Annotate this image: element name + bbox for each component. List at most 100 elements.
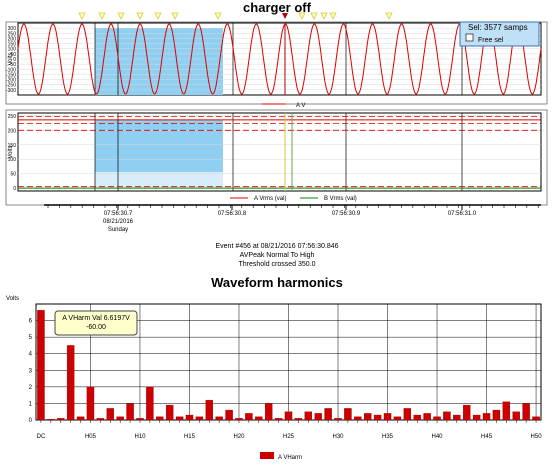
harmonic-bar <box>274 418 283 421</box>
y-tick-label: 50 <box>10 172 16 178</box>
y-tick-label: 300 <box>8 26 17 32</box>
harmonic-bar <box>453 414 461 421</box>
harmonic-bar <box>57 418 65 421</box>
harmonic-bar <box>146 386 154 421</box>
y-tick-label: 0 <box>29 418 33 424</box>
selection-region <box>95 28 223 95</box>
harmonic-bar <box>512 411 520 421</box>
free-sel-checkbox[interactable] <box>465 33 474 42</box>
harmonic-bar <box>364 413 372 421</box>
event-marker-triangle <box>154 12 162 20</box>
rms-series-lines <box>18 116 541 189</box>
time-axis: 07:56:30.7 08/21/2016 Sunday 07:56:30.8 … <box>44 204 541 233</box>
harmonic-bar <box>324 408 332 421</box>
harmonic-bar <box>532 416 540 421</box>
harmonic-bar <box>403 408 412 421</box>
harmonic-bar <box>185 414 194 421</box>
harmonic-bar <box>76 416 85 421</box>
waveform-y-axis-label: Volts <box>8 52 14 65</box>
harmonic-bar <box>235 418 243 421</box>
event-marker-triangle <box>310 12 318 20</box>
tooltip-line1: A VHarm Val 6.6197V <box>62 315 130 322</box>
harmonic-bar <box>472 414 481 421</box>
legend-a-vharm-label: A VHarm <box>278 455 302 461</box>
harmonic-bar <box>314 413 322 421</box>
waveform-panel: 300250200150100500-50-100-150-200-250-30… <box>5 12 548 109</box>
y-tick-label: -250 <box>6 83 16 89</box>
harmonic-bar <box>443 411 451 421</box>
y-tick-label: 0 <box>13 186 16 192</box>
x-tick-label: H20 <box>233 434 245 440</box>
rms-selection-lower <box>95 172 223 188</box>
y-tick-label: 200 <box>8 128 17 134</box>
y-tick-label: -50 <box>9 62 16 68</box>
y-tick-label: 2 <box>29 385 33 391</box>
x-tick-label: DC <box>37 434 46 440</box>
legend-a-vharm-swatch <box>260 452 274 459</box>
harmonic-bar <box>205 399 213 421</box>
y-tick-label: -100 <box>6 67 16 73</box>
y-tick-label: 250 <box>8 31 17 37</box>
event-marker-triangle <box>117 12 125 20</box>
x-tick-label: H40 <box>432 434 444 440</box>
event-marker-triangle <box>329 12 337 20</box>
harmonic-bar <box>156 416 164 421</box>
y-tick-label: 5 <box>29 335 33 341</box>
event-info-line1: Event #456 at 08/21/2016 07:56:30.846 <box>216 243 339 250</box>
harmonic-bar <box>96 418 105 421</box>
top-chart-title: charger off <box>243 0 312 15</box>
harmonic-bar <box>116 416 124 421</box>
event-marker-triangle <box>385 12 393 20</box>
harmonic-bar <box>482 413 491 421</box>
event-marker-triangle <box>78 12 86 20</box>
y-tick-label: 3 <box>29 368 33 374</box>
y-tick-label: -150 <box>6 72 16 78</box>
selection-samples-text: Sel: 3577 samps <box>468 23 528 32</box>
harmonic-bar <box>393 416 402 421</box>
harmonic-bar <box>225 409 233 421</box>
harmonics-panel: 0 1 2 3 4 5 6 DC H05 H10 H15 H20 H25 H30 H35 H40 H45 H50… <box>29 303 543 461</box>
event-info-line2: AVPeak Normal To High <box>240 252 315 259</box>
y-tick-label: 100 <box>8 47 17 53</box>
rms-y-tick-labels: 250 200 150 100 50 0 <box>8 114 17 192</box>
harmonic-bar <box>413 414 421 421</box>
selection-info-box[interactable]: Sel: 3577 samps Free sel <box>459 21 540 47</box>
harmonic-bar <box>304 411 313 421</box>
y-tick-label: 50 <box>10 52 16 58</box>
event-markers <box>78 12 393 20</box>
rms-x-grid <box>94 113 463 191</box>
time-tick-label: 07:56:30.9 <box>332 211 361 217</box>
harmonic-bar <box>175 416 184 421</box>
time-tick-date: 08/21/2016 <box>103 219 134 225</box>
x-tick-label: H15 <box>184 434 196 440</box>
harmonic-bar <box>294 418 303 421</box>
harmonics-bars <box>37 310 540 421</box>
x-tick-label: H50 <box>531 434 543 440</box>
free-sel-label: Free sel <box>478 37 504 44</box>
y-tick-label: 150 <box>8 42 17 48</box>
harmonics-x-grid <box>90 304 537 420</box>
harmonics-y-axis-label: Volts <box>6 296 19 302</box>
harmonic-tooltip: A VHarm Val 6.6197V -60.00 <box>54 310 138 336</box>
legend-a-vrms-label: A Vrms (val) <box>254 196 286 202</box>
harmonic-bar <box>433 416 441 421</box>
harmonic-bar <box>106 408 114 421</box>
event-marker-triangle <box>298 12 306 20</box>
harmonic-bar <box>492 409 501 421</box>
time-tick-label: 07:56:30.7 <box>104 211 133 217</box>
x-tick-label: H30 <box>333 434 345 440</box>
harmonic-bar <box>522 403 530 421</box>
harmonic-bar <box>136 418 144 421</box>
harmonic-bar <box>245 413 253 421</box>
event-info-line3: Threshold crossed 350.0 <box>238 261 315 268</box>
event-marker-triangle <box>136 12 144 20</box>
time-tick-label: 07:56:31.0 <box>448 211 477 217</box>
rms-y-axis-label: Volts <box>8 145 14 158</box>
y-tick-label: 150 <box>8 143 17 149</box>
harmonic-bar <box>86 386 95 421</box>
legend-b-vrms-label: B Vrms (val) <box>324 196 357 202</box>
harmonics-y-tick-labels: 0 1 2 3 4 5 6 <box>29 319 33 424</box>
x-tick-label: H45 <box>481 434 493 440</box>
harmonic-bar <box>383 413 392 421</box>
y-tick-label: 4 <box>29 352 33 358</box>
